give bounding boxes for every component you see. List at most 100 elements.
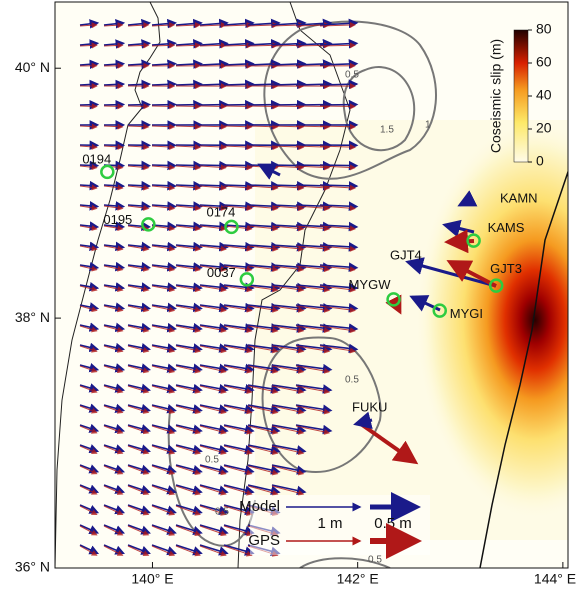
lat-tick-label: 38° N [15,309,50,325]
gps-arrow [79,143,98,150]
model-arrow [175,99,203,110]
gps-arrow [223,385,253,394]
gps-arrow [247,245,279,252]
gps-arrow [127,485,150,496]
station-label: 0037 [207,265,236,280]
gps-arrow [247,425,279,435]
gps-arrow [103,42,124,49]
station-label: FUKU [352,399,387,414]
gps-arrow [295,164,331,171]
gps-arrow [79,465,98,475]
gps-arrow [79,405,98,414]
gps-arrow [175,42,202,49]
gps-arrow [295,325,331,334]
arrow [446,260,497,288]
model-arrow [127,79,152,90]
gps-arrow [247,144,279,151]
model-arrow [175,160,203,171]
gps-arrow [247,365,279,374]
gps-arrow [127,325,150,333]
contour-label: 0.5 [205,455,219,466]
gps-arrow [103,345,124,353]
model-arrow [151,99,177,110]
gps-arrow [247,345,279,354]
gps-arrow [103,285,124,292]
gps-arrow [151,265,176,272]
gps-arrow [319,184,356,191]
gps-arrow [271,184,305,191]
contour-label: 0.5 [345,375,359,386]
contour-label: 1 [425,120,431,131]
gps-arrow [295,425,331,435]
gps-arrow [127,425,150,435]
gps-arrow [151,144,176,151]
gps-arrow [223,485,253,496]
station-label: GJT4 [390,247,422,262]
gps-arrow [223,465,253,476]
arrow [457,190,478,207]
gps-arrow [223,405,253,415]
gps-arrow [247,445,279,456]
gps-arrow [271,144,305,151]
station-label: 0195 [103,212,132,227]
gps-arrow [103,405,124,414]
contour [299,557,391,568]
gps-arrow [271,123,305,130]
gps-arrow [199,164,227,171]
station-label: 0174 [206,204,235,219]
gps-arrow [79,42,98,49]
gps-arrow [127,385,150,394]
gps-arrow [127,305,150,313]
gps-arrow [175,345,201,354]
gps-arrow [223,164,253,171]
station-label: KAMN [500,190,538,205]
gps-arrow [271,245,305,252]
gps-arrow [103,143,124,150]
gps-arrow [199,103,227,110]
gps-arrow [199,465,227,476]
gps-arrow [271,345,305,354]
gps-arrow [319,205,356,212]
gps-arrow [175,445,201,455]
gps-arrow [79,184,98,191]
lon-tick-label: 144° E [534,571,576,587]
gps-arrow [271,425,305,435]
gps-arrow [199,245,227,252]
gps-arrow [79,345,98,353]
gps-arrow [103,525,124,536]
gps-arrow [223,205,253,212]
gps-arrow [175,285,202,293]
gps-arrow [295,184,331,191]
gps-arrow [103,465,124,475]
gps-arrow [247,184,279,191]
gps-arrow [223,505,253,516]
gps-arrow [79,265,98,272]
gps-arrow [295,285,331,293]
gps-arrow [103,204,124,211]
contour-label: 0.5 [215,507,229,518]
gps-arrow [199,405,227,415]
gps-arrow [103,245,124,252]
gps-arrow [103,22,124,29]
gps-arrow [103,505,124,516]
gps-arrow [79,365,98,373]
lon-tick-label: 140° E [131,571,173,587]
arrow [353,411,373,430]
arrow [444,229,475,254]
gps-arrow [199,345,227,354]
gps-arrow [127,345,150,353]
legend-scale: 0.5 m [374,515,412,532]
map-body [55,2,568,568]
model-arrow [199,160,229,171]
gps-arrow [175,144,202,151]
gps-arrow [127,164,150,171]
gps-arrow [271,405,305,415]
arrow [442,219,475,238]
gps-arrow [223,265,253,273]
model-arrow [151,160,177,171]
gps-arrow [151,365,176,374]
gps-arrow [151,385,176,394]
gps-arrow [199,525,227,537]
gps-arrow [223,42,253,49]
gps-arrow [175,405,201,415]
